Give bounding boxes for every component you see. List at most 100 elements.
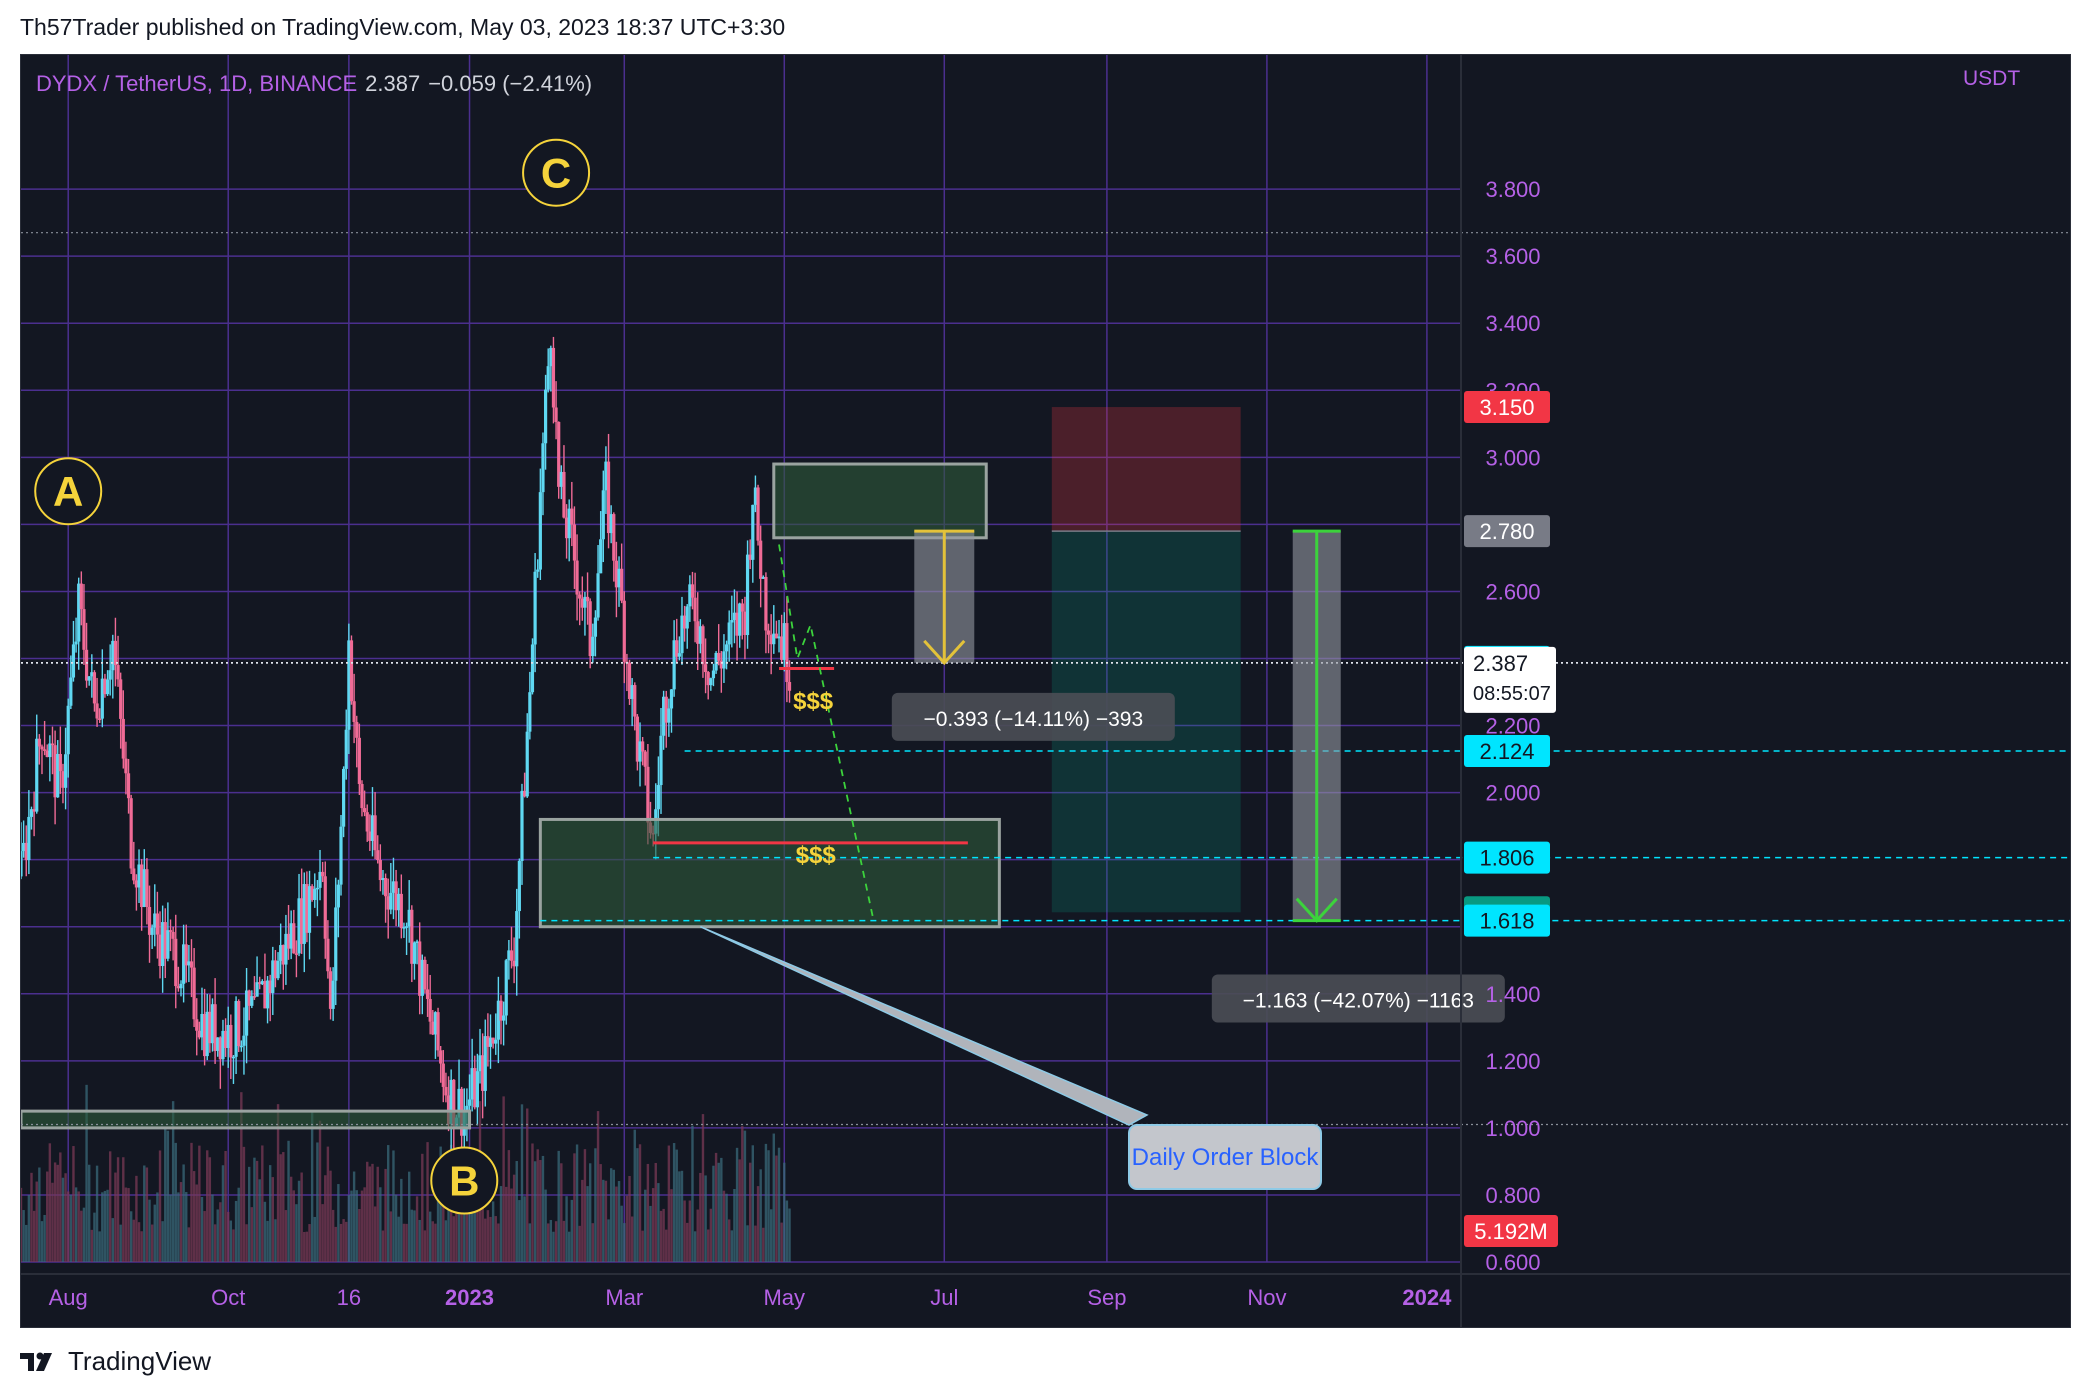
candle-body [132,868,136,881]
candle-body [499,1000,503,1021]
candle-body [368,831,372,841]
volume-bar [625,1195,629,1262]
candle-body [496,1000,500,1040]
candle-body [612,514,616,561]
candle-body [200,1013,204,1038]
candle-body [184,944,188,966]
volume-bar [360,1190,364,1262]
candle-body [735,612,739,636]
volume-bar [310,1111,314,1262]
volume-bar [452,1216,455,1262]
candle-body [475,1071,479,1108]
volume-bar [103,1190,107,1262]
volume-bar [337,1184,340,1262]
time-axis-tick: Mar [605,1285,643,1310]
level-badge-text: 2.124 [1479,739,1534,764]
volume-bar [644,1189,647,1262]
symbol-legend: DYDX / TetherUS, 1D, BINANCE 2.387 −0.059 … [36,71,592,97]
volume-bar [321,1204,324,1262]
candle-body [578,594,582,599]
candle-body [263,981,267,1009]
measure-arrow-head [923,639,966,666]
candle-body [606,461,611,534]
chart-canvas[interactable]: −0.393 (−14.11%) −393 −1.163 (−42.07%) −1… [21,55,2070,1327]
volume-bar [672,1143,676,1262]
volume-bar [350,1190,353,1262]
volume-bar [274,1219,277,1262]
candle-body [237,1001,241,1046]
volume-bar [599,1164,602,1262]
volume-bar [434,1223,437,1262]
volume-bar [345,1221,348,1262]
volume-bar [405,1223,408,1262]
candle-body [370,815,375,841]
candle-body [601,490,605,540]
candle-body [520,790,524,861]
volume-bars [21,1084,791,1262]
candle-body [751,504,755,560]
projected-path [778,544,875,921]
price-axis-tick: 1.400 [1485,982,1540,1007]
candle-body [551,347,556,408]
volume-bar [578,1225,581,1262]
time-axis-tick: Sep [1087,1285,1126,1310]
candle-body [662,696,666,736]
volume-bar [463,1203,466,1262]
candle-body [43,749,47,751]
candle-body [759,540,763,579]
candle-body [124,758,128,774]
volume-bar [510,1188,513,1262]
candle-body [756,487,760,541]
volume-bar [431,1221,435,1262]
candle-body [163,922,167,959]
candle-body [630,685,634,699]
volume-bar [195,1184,198,1262]
volume-bar [428,1211,432,1262]
volume-bar [227,1211,230,1262]
legend-price: 2.387 [365,71,421,96]
chart-panel[interactable]: −0.393 (−14.11%) −393 −1.163 (−42.07%) −1… [20,54,2071,1328]
candle-body [787,682,792,691]
candle-body [467,1099,472,1106]
candle-body [32,809,36,812]
candle-body [753,487,758,505]
volume-bar [748,1162,752,1262]
volume-bar [392,1150,395,1262]
volume-bar [581,1179,584,1262]
candle-body [575,560,579,595]
candle-body [328,971,333,1009]
liquidity-label: $$$ [796,842,837,869]
volume-bar [725,1193,728,1262]
candle-body [182,944,186,984]
liquidity-label: $$$ [793,688,834,715]
volume-bar [40,1221,44,1262]
volume-bar [90,1229,94,1262]
candle-body [444,1086,448,1096]
volume-bar [203,1211,206,1262]
candle-body [688,584,692,607]
candle-body [119,679,123,719]
volume-bar [659,1210,663,1262]
zone-supply-zone [772,462,988,540]
candle-body [231,1056,236,1059]
volume-bar [499,1186,503,1262]
candle-body [732,612,737,621]
volume-bar [379,1187,382,1262]
volume-bar [714,1152,718,1262]
volume-bar [213,1224,217,1262]
candle-body [360,783,364,809]
measure-label-box [1211,974,1505,1023]
volume-bar [93,1212,96,1262]
volume-bar [161,1221,164,1262]
volume-bar [331,1209,335,1262]
volume-bar [87,1164,91,1262]
candle-body [596,573,600,618]
volume-bar [124,1187,128,1262]
time-axis-tick: 16 [337,1285,361,1310]
candle-body [423,959,427,990]
candle-body [69,677,73,706]
price-axis-tick: 3.400 [1485,311,1540,336]
volume-bar [651,1188,655,1262]
candle-body [116,665,120,680]
volume-bar [733,1188,736,1262]
